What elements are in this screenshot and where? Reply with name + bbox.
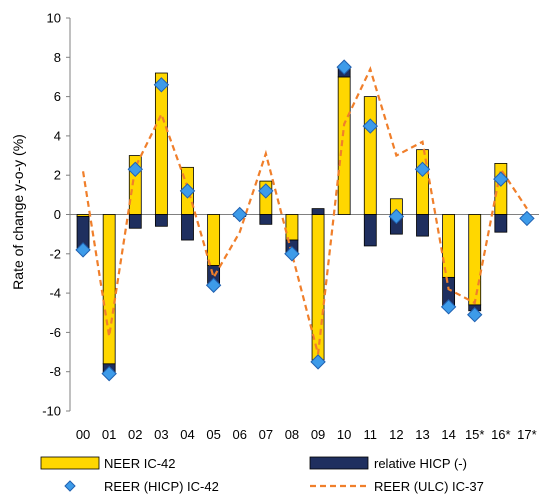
x-tick-label: 07 — [259, 427, 273, 442]
y-tick-label: 2 — [54, 168, 61, 183]
marker-reer-hicp — [232, 206, 248, 223]
x-tick-label: 14 — [441, 427, 455, 442]
legend-label-neer: NEER IC-42 — [104, 456, 176, 471]
marker-reer-hicp — [101, 365, 117, 382]
reer-ulc-line — [81, 66, 528, 355]
bar-relative-hicp — [181, 214, 194, 241]
legend-swatch-reer-hicp — [64, 480, 76, 492]
bar-relative-hicp — [363, 214, 377, 247]
y-axis-title: Rate of change y-o-y (%) — [10, 134, 26, 290]
x-tick-label: 09 — [311, 427, 325, 442]
marker-reer-hicp — [440, 299, 457, 315]
marker-reer-hicp — [127, 161, 143, 178]
x-tick-label: 11 — [364, 427, 378, 442]
marker-reer-hicp — [258, 183, 274, 199]
y-tick-label: 6 — [54, 89, 61, 104]
x-tick-label: 05 — [206, 427, 220, 442]
x-tick-label: 12 — [389, 427, 403, 442]
x-tick-label: 08 — [285, 427, 299, 442]
bars — [76, 66, 508, 375]
x-tick-label: 01 — [102, 427, 116, 442]
reer-hicp-markers — [75, 59, 535, 382]
bar-neer — [494, 163, 508, 215]
marker-reer-hicp — [310, 354, 326, 370]
marker-reer-hicp — [519, 210, 535, 227]
legend-swatch-relative-hicp — [309, 456, 369, 470]
marker-reer-hicp — [493, 171, 509, 187]
bar-relative-hicp — [128, 214, 142, 229]
marker-reer-hicp — [75, 242, 91, 258]
x-axis-labels: 00 01 02 03 04 05 06 07 08 09 10 11 12 13 14 15* 16* 17* — [76, 427, 537, 442]
marker-reer-hicp — [336, 59, 352, 75]
marker-reer-hicp — [153, 77, 170, 93]
y-tick-label: -10 — [42, 404, 61, 419]
legend-swatch-neer — [40, 456, 100, 470]
x-tick-label: 04 — [180, 427, 194, 442]
y-tick-label: 4 — [54, 128, 61, 143]
legend-label-reer-hicp: REER (HICP) IC-42 — [104, 479, 219, 494]
line-reer-ulc — [81, 66, 528, 355]
x-tick-label: 17* — [517, 427, 537, 442]
marker-reer-hicp — [205, 277, 222, 293]
marker-reer-hicp — [284, 246, 300, 262]
bar-neer — [337, 76, 351, 215]
y-tick-label: 8 — [54, 50, 61, 65]
bar-neer — [207, 214, 221, 266]
bar-neer — [102, 214, 116, 365]
x-tick-label: 10 — [337, 427, 351, 442]
y-tick-label: 0 — [54, 207, 61, 222]
marker-reer-hicp — [179, 183, 196, 199]
y-tick-label: -6 — [49, 325, 61, 340]
legend-label-relative-hicp: relative HICP (-) — [374, 456, 467, 471]
y-axis: -10 -8 -6 -4 -2 0 2 4 6 8 10 — [42, 11, 71, 419]
marker-reer-hicp — [388, 208, 405, 225]
x-tick-label: 00 — [76, 427, 90, 442]
bar-neer — [468, 214, 482, 306]
x-tick-label: 16* — [491, 427, 511, 442]
x-tick-label: 06 — [232, 427, 246, 442]
x-tick-label: 02 — [128, 427, 142, 442]
bar-relative-hicp — [154, 214, 168, 227]
marker-reer-hicp — [362, 118, 378, 134]
bar-relative-hicp — [259, 214, 273, 225]
y-tick-label: -4 — [49, 286, 61, 301]
bar-relative-hicp — [311, 208, 325, 215]
marker-reer-hicp — [467, 307, 483, 323]
y-tick-label: -8 — [49, 364, 61, 379]
bar-neer — [154, 72, 168, 215]
bar-relative-hicp — [494, 214, 508, 233]
bar-neer — [363, 96, 377, 215]
x-tick-label: 13 — [415, 427, 429, 442]
legend-label-reer-ulc: REER (ULC) IC-37 — [374, 479, 484, 494]
x-tick-label: 15* — [465, 427, 485, 442]
y-tick-label: 10 — [47, 11, 61, 26]
bar-neer — [285, 214, 299, 241]
legend: NEER IC-42 relative HICP (-) REER (HICP) I… — [40, 456, 484, 494]
marker-reer-hicp — [414, 161, 431, 178]
y-tick-label: -2 — [49, 246, 61, 261]
bar-relative-hicp — [416, 214, 429, 237]
x-tick-label: 03 — [154, 427, 168, 442]
